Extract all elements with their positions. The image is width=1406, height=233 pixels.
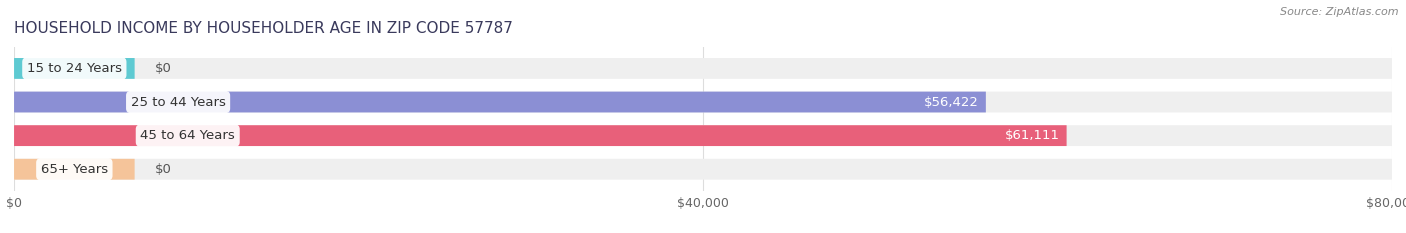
FancyBboxPatch shape [14,125,1392,146]
FancyBboxPatch shape [14,159,1392,180]
Text: 15 to 24 Years: 15 to 24 Years [27,62,122,75]
FancyBboxPatch shape [14,159,135,180]
Text: $0: $0 [155,62,172,75]
Text: $56,422: $56,422 [924,96,979,109]
FancyBboxPatch shape [14,58,135,79]
FancyBboxPatch shape [14,125,1067,146]
Text: 65+ Years: 65+ Years [41,163,108,176]
FancyBboxPatch shape [14,92,986,113]
Text: HOUSEHOLD INCOME BY HOUSEHOLDER AGE IN ZIP CODE 57787: HOUSEHOLD INCOME BY HOUSEHOLDER AGE IN Z… [14,21,513,36]
FancyBboxPatch shape [14,92,1392,113]
Text: 25 to 44 Years: 25 to 44 Years [131,96,225,109]
Text: 45 to 64 Years: 45 to 64 Years [141,129,235,142]
FancyBboxPatch shape [14,58,1392,79]
Text: Source: ZipAtlas.com: Source: ZipAtlas.com [1281,7,1399,17]
Text: $61,111: $61,111 [1005,129,1060,142]
Text: $0: $0 [155,163,172,176]
